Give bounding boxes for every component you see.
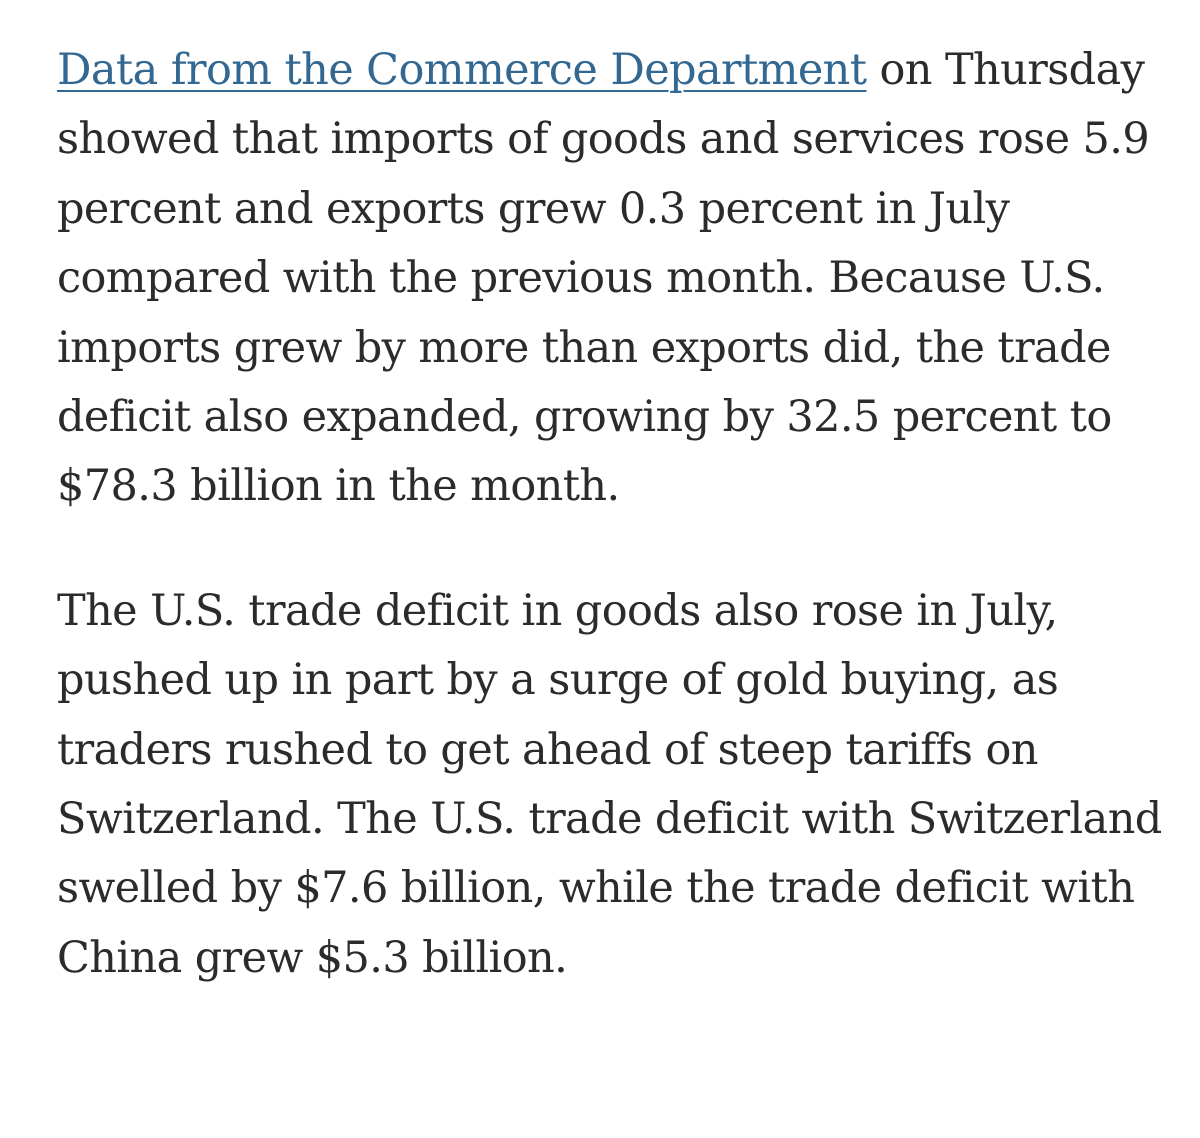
article-body: Data from the Commerce Department on Thu… xyxy=(57,36,1167,993)
paragraph-1: Data from the Commerce Department on Thu… xyxy=(57,36,1167,522)
paragraph-2: The U.S. trade deficit in goods also ros… xyxy=(57,585,1162,983)
commerce-department-data-link[interactable]: Data from the Commerce Department xyxy=(57,45,867,95)
paragraph-1-text: on Thursday showed that imports of goods… xyxy=(57,45,1150,512)
